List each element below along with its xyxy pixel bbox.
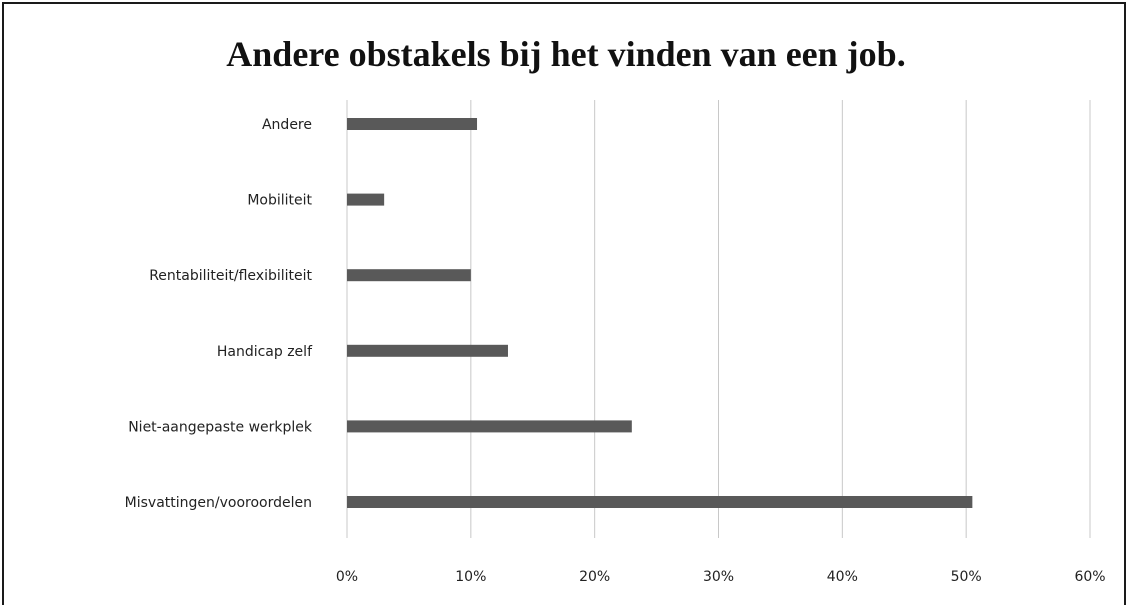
category-label: Mobiliteit [247,193,312,209]
x-tick-label: 50% [951,569,982,585]
bar [347,118,478,130]
x-tick-label: 30% [703,569,734,585]
x-tick-label: 10% [455,569,486,585]
category-label: Andere [262,117,312,133]
bar [347,193,385,206]
category-label: Niet-aangepaste werkplek [128,419,313,435]
bars [347,118,973,508]
x-tick-label: 60% [1074,569,1105,585]
bar [347,269,471,282]
bar [347,496,973,508]
category-label: Misvattingen/vooroordelen [125,495,312,511]
category-labels: Andere Mobiliteit Rentabiliteit/flexibilit… [125,117,313,511]
x-axis-tick-labels: 0% 10% 20% 30% 40% 50% 60% [336,569,1106,585]
chart-title: Andere obstakels bij het vinden van een … [226,34,906,74]
bar [347,344,508,357]
gridlines [346,100,1091,538]
x-tick-label: 40% [827,569,858,585]
x-tick-label: 0% [336,569,358,585]
category-label: Rentabiliteit/flexibiliteit [149,268,312,284]
category-label: Handicap zelf [217,344,313,360]
bar [347,420,632,433]
x-tick-label: 20% [579,569,610,585]
